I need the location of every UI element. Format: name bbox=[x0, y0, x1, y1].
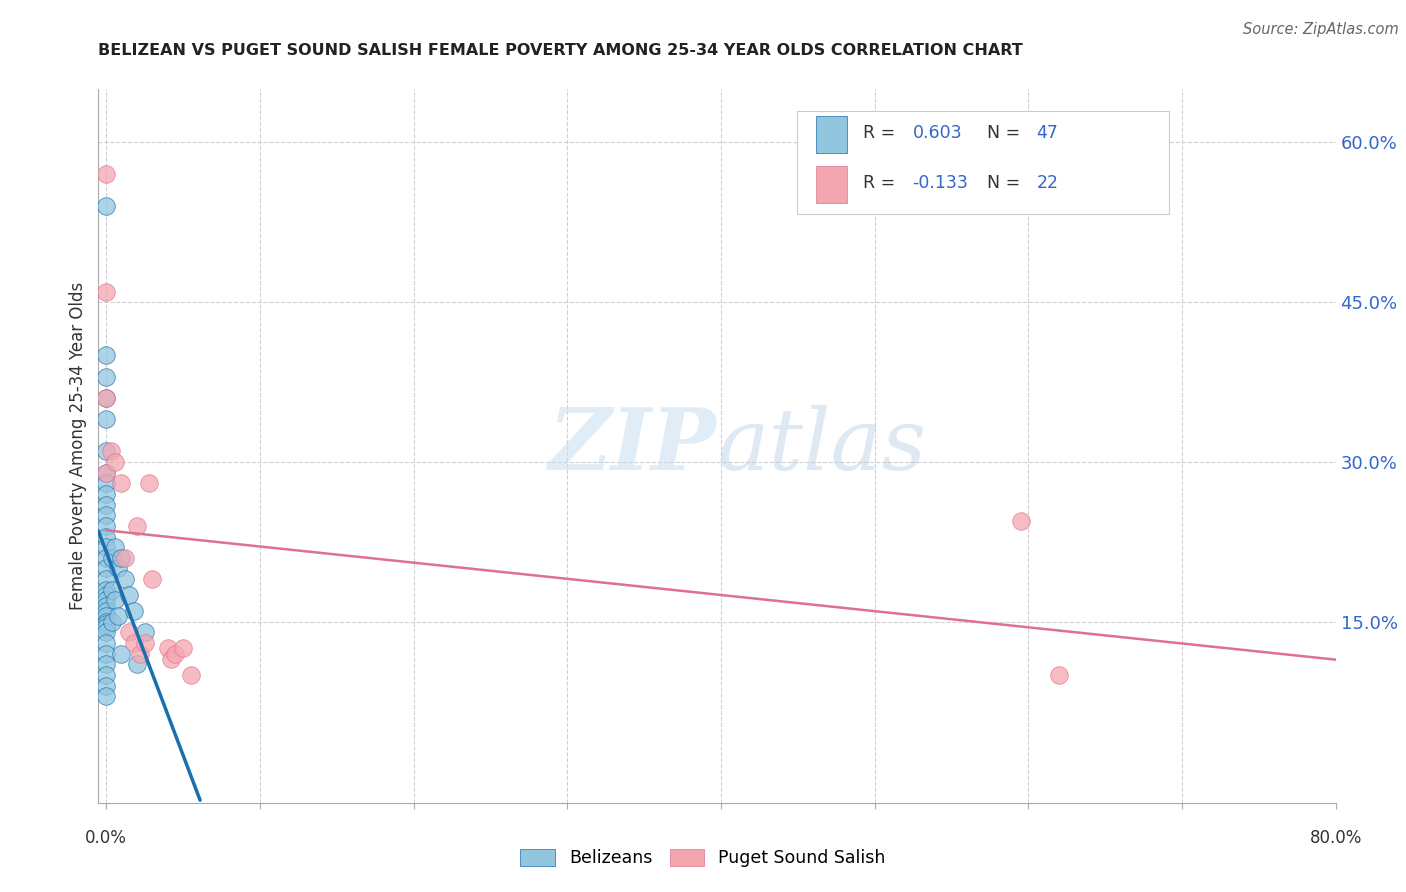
Point bbox=[94, 412, 117, 426]
Text: R =: R = bbox=[863, 175, 901, 193]
Point bbox=[94, 391, 117, 405]
Point bbox=[172, 641, 194, 656]
Point bbox=[94, 540, 117, 554]
Point bbox=[94, 599, 117, 613]
Point bbox=[1010, 514, 1032, 528]
Y-axis label: Female Poverty Among 25-34 Year Olds: Female Poverty Among 25-34 Year Olds bbox=[69, 282, 87, 610]
Point bbox=[94, 391, 117, 405]
Point bbox=[94, 604, 117, 618]
Text: R =: R = bbox=[863, 125, 901, 143]
Point bbox=[94, 199, 117, 213]
Point bbox=[94, 369, 117, 384]
Point bbox=[94, 690, 117, 704]
Point bbox=[118, 625, 141, 640]
Point bbox=[94, 476, 117, 491]
Text: N =: N = bbox=[987, 125, 1025, 143]
Point bbox=[94, 487, 117, 501]
Point bbox=[94, 679, 117, 693]
Point bbox=[101, 550, 124, 565]
Point bbox=[159, 652, 181, 666]
Point bbox=[94, 593, 117, 607]
Text: 0.0%: 0.0% bbox=[86, 830, 127, 847]
FancyBboxPatch shape bbox=[815, 116, 846, 153]
Point bbox=[94, 519, 117, 533]
Point bbox=[138, 476, 160, 491]
Point bbox=[94, 668, 117, 682]
Point bbox=[94, 588, 117, 602]
Point bbox=[107, 609, 129, 624]
Point bbox=[110, 476, 132, 491]
Point bbox=[1047, 668, 1070, 682]
Text: ZIP: ZIP bbox=[550, 404, 717, 488]
Point bbox=[104, 455, 127, 469]
Point bbox=[101, 582, 124, 597]
Point bbox=[114, 572, 136, 586]
Point bbox=[94, 529, 117, 543]
Point bbox=[94, 636, 117, 650]
FancyBboxPatch shape bbox=[797, 111, 1168, 214]
Point bbox=[134, 636, 156, 650]
Point bbox=[94, 466, 117, 480]
Point bbox=[94, 508, 117, 523]
Point bbox=[122, 636, 145, 650]
Point bbox=[94, 561, 117, 575]
Point bbox=[94, 609, 117, 624]
Text: atlas: atlas bbox=[717, 405, 927, 487]
Point bbox=[156, 641, 179, 656]
Point bbox=[94, 550, 117, 565]
Point bbox=[94, 625, 117, 640]
Point bbox=[94, 657, 117, 672]
Point bbox=[125, 519, 148, 533]
Point bbox=[104, 540, 127, 554]
Point bbox=[129, 647, 152, 661]
Point bbox=[110, 647, 132, 661]
Point bbox=[94, 466, 117, 480]
Point bbox=[94, 615, 117, 629]
Point bbox=[94, 572, 117, 586]
Point bbox=[104, 593, 127, 607]
Point bbox=[101, 615, 124, 629]
Text: BELIZEAN VS PUGET SOUND SALISH FEMALE POVERTY AMONG 25-34 YEAR OLDS CORRELATION : BELIZEAN VS PUGET SOUND SALISH FEMALE PO… bbox=[98, 43, 1024, 58]
Point bbox=[94, 616, 117, 631]
Point bbox=[100, 444, 122, 458]
Text: 80.0%: 80.0% bbox=[1309, 830, 1362, 847]
Text: 47: 47 bbox=[1036, 125, 1059, 143]
Point bbox=[134, 625, 156, 640]
Point bbox=[141, 572, 163, 586]
Point bbox=[165, 647, 187, 661]
Point bbox=[94, 285, 117, 299]
Point bbox=[94, 620, 117, 634]
Text: 22: 22 bbox=[1036, 175, 1059, 193]
Point bbox=[94, 647, 117, 661]
Text: Source: ZipAtlas.com: Source: ZipAtlas.com bbox=[1243, 22, 1399, 37]
Point bbox=[94, 168, 117, 182]
Text: N =: N = bbox=[987, 175, 1025, 193]
Point bbox=[94, 498, 117, 512]
Point bbox=[110, 550, 132, 565]
Point bbox=[180, 668, 202, 682]
Point bbox=[107, 561, 129, 575]
Point bbox=[122, 604, 145, 618]
Point bbox=[94, 582, 117, 597]
Point bbox=[125, 657, 148, 672]
Point bbox=[94, 444, 117, 458]
FancyBboxPatch shape bbox=[815, 166, 846, 203]
Point bbox=[114, 550, 136, 565]
Text: -0.133: -0.133 bbox=[912, 175, 969, 193]
Legend: Belizeans, Puget Sound Salish: Belizeans, Puget Sound Salish bbox=[513, 842, 893, 874]
Point bbox=[118, 588, 141, 602]
Point bbox=[94, 349, 117, 363]
Text: 0.603: 0.603 bbox=[912, 125, 962, 143]
